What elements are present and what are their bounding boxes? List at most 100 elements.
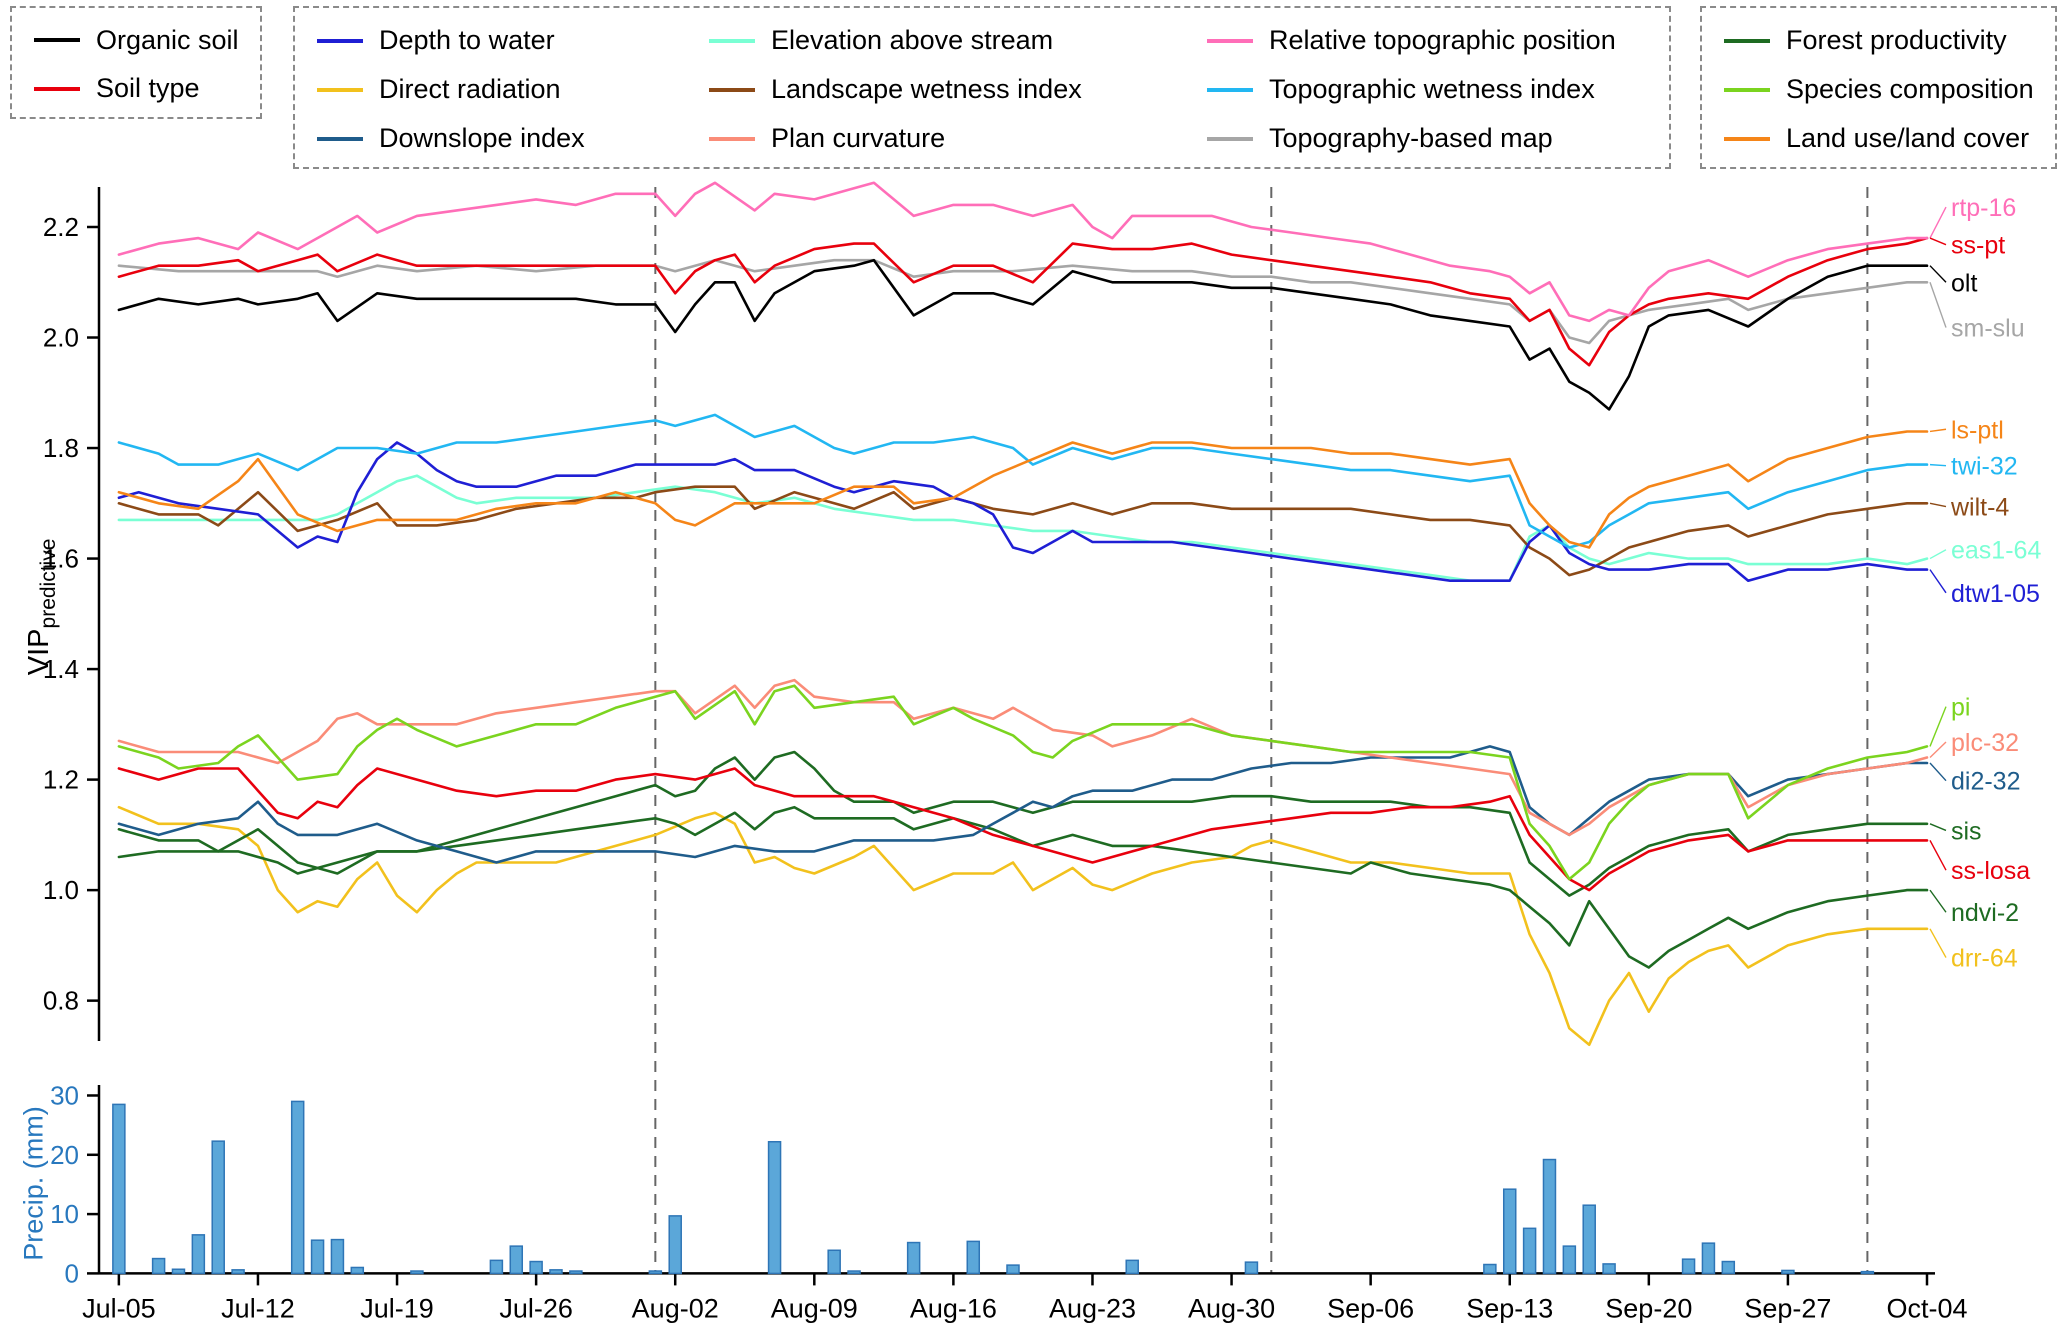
legend-label: Downslope index bbox=[379, 123, 585, 153]
legend-group-vegetation-landuse: Forest productivity Species composition La… bbox=[1700, 6, 2057, 169]
series-end-label-drr-64: drr-64 bbox=[1951, 945, 2018, 973]
legend-item-topographic-wetness-index: Topographic wetness index bbox=[1207, 65, 1662, 114]
precip-bar bbox=[509, 1245, 524, 1275]
series-label-connector-dtw1-05 bbox=[1929, 569, 1947, 594]
series-label-connector-twi-32 bbox=[1929, 463, 1947, 467]
legend-line-swatch bbox=[1207, 38, 1253, 43]
series-line-twi-32 bbox=[117, 413, 1929, 549]
legend-line-swatch bbox=[1724, 136, 1770, 141]
series-line-dtw1-05 bbox=[117, 441, 1929, 583]
series-line-ss-losa bbox=[117, 767, 1929, 892]
series-end-label-ndvi-2: ndvi-2 bbox=[1951, 899, 2019, 927]
main-y-tick-label: 1.6 bbox=[43, 544, 79, 574]
series-end-label-wilt-4: wilt-4 bbox=[1950, 494, 2009, 522]
legend-item-soil-type: Soil type bbox=[34, 65, 239, 114]
legend-label: Forest productivity bbox=[1786, 25, 2007, 55]
legend-line-swatch bbox=[1724, 87, 1770, 92]
precip-bar bbox=[1781, 1269, 1795, 1275]
precip-bar bbox=[151, 1257, 166, 1275]
legend-column: Elevation above stream Landscape wetness … bbox=[709, 16, 1207, 163]
precip-bar bbox=[112, 1103, 126, 1275]
series-label-connector-wilt-4 bbox=[1929, 502, 1947, 508]
series-end-label-eas1-64: eas1-64 bbox=[1951, 537, 2041, 565]
series-end-label-rtp-16: rtp-16 bbox=[1951, 194, 2016, 222]
x-tick-label: Jul-26 bbox=[499, 1293, 573, 1323]
x-tick-label: Aug-16 bbox=[910, 1293, 997, 1323]
legend-label: Direct radiation bbox=[379, 74, 561, 104]
legend-line-swatch bbox=[317, 38, 363, 43]
series-line-drr-64 bbox=[117, 805, 1929, 1047]
series-end-label-di2-32: di2-32 bbox=[1951, 768, 2021, 796]
legend-item-elevation-above-stream: Elevation above stream bbox=[709, 16, 1207, 65]
precip-bar bbox=[1721, 1260, 1736, 1275]
legend-item-plan-curvature: Plan curvature bbox=[709, 114, 1207, 163]
legend-line-swatch bbox=[34, 38, 80, 43]
legend-line-swatch bbox=[317, 87, 363, 92]
series-end-label-ss-pt: ss-pt bbox=[1951, 232, 2005, 260]
series-label-connector-ndvi-2 bbox=[1929, 889, 1947, 913]
legend-label: Species composition bbox=[1786, 74, 2034, 104]
series-label-connector-plc-32 bbox=[1929, 741, 1947, 758]
precip-bar bbox=[648, 1270, 663, 1275]
series-end-label-twi-32: twi-32 bbox=[1951, 453, 2018, 481]
precip-bar bbox=[211, 1140, 225, 1275]
legend-label: Elevation above stream bbox=[771, 25, 1054, 55]
series-line-eas1-64 bbox=[117, 474, 1929, 583]
legend-label: Soil type bbox=[96, 73, 200, 104]
precip-bar bbox=[310, 1239, 325, 1275]
legend-label: Relative topographic position bbox=[1269, 25, 1616, 55]
legend-line-swatch bbox=[709, 136, 755, 141]
main-y-axis-label: VIPpredictive bbox=[23, 437, 61, 777]
series-label-connector-olt bbox=[1929, 265, 1947, 283]
legend-line-swatch bbox=[1724, 38, 1770, 43]
main-y-tick-label: 1.0 bbox=[43, 875, 79, 905]
precip-bar bbox=[1483, 1263, 1497, 1275]
main-y-tick-label: 1.2 bbox=[43, 765, 79, 795]
legend-item-landscape-wetness-index: Landscape wetness index bbox=[709, 65, 1207, 114]
x-tick-label: Sep-13 bbox=[1466, 1293, 1553, 1323]
legend-item-organic-soil: Organic soil bbox=[34, 16, 239, 65]
legend-column: Organic soil Soil type bbox=[34, 16, 239, 113]
legend-label: Depth to water bbox=[379, 25, 555, 55]
series-end-label-ls-ptl: ls-ptl bbox=[1951, 416, 2004, 444]
series-line-ss-pt bbox=[117, 236, 1929, 367]
precip-y-tick-label: 10 bbox=[50, 1199, 79, 1229]
legend-line-swatch bbox=[1207, 136, 1253, 141]
x-tick-label: Oct-04 bbox=[1886, 1293, 1967, 1323]
precip-y-tick-label: 0 bbox=[65, 1258, 79, 1288]
series-line-pi bbox=[117, 684, 1929, 881]
precip-bar bbox=[767, 1140, 782, 1275]
legend-label: Organic soil bbox=[96, 24, 239, 55]
x-tick-label: Aug-23 bbox=[1049, 1293, 1136, 1323]
x-tick-label: Jul-05 bbox=[82, 1293, 156, 1323]
series-label-connector-sis bbox=[1929, 823, 1947, 832]
x-tick-label: Jul-19 bbox=[360, 1293, 434, 1323]
precip-y-tick-label: 30 bbox=[50, 1080, 79, 1110]
series-line-plc-32 bbox=[117, 678, 1929, 837]
series-label-connector-eas1-64 bbox=[1929, 549, 1947, 560]
legend-label: Land use/land cover bbox=[1786, 123, 2030, 153]
precip-bar bbox=[231, 1269, 245, 1275]
precip-bar bbox=[1125, 1259, 1139, 1275]
legend-line-swatch bbox=[34, 86, 80, 91]
x-tick-label: Aug-30 bbox=[1188, 1293, 1275, 1323]
x-tick-label: Sep-27 bbox=[1744, 1293, 1831, 1323]
series-label-connector-pi bbox=[1929, 706, 1947, 747]
series-line-wilt-4 bbox=[117, 485, 1929, 577]
precip-bar bbox=[1602, 1263, 1616, 1275]
legend-item-species-composition: Species composition bbox=[1724, 65, 2034, 114]
series-line-rtp-16 bbox=[117, 181, 1929, 323]
legend-label: Landscape wetness index bbox=[771, 74, 1082, 104]
series-line-sm-slu bbox=[117, 258, 1929, 345]
series-line-di2-32 bbox=[117, 745, 1929, 864]
precip-bar bbox=[529, 1260, 543, 1275]
series-label-connector-rtp-16 bbox=[1929, 206, 1947, 239]
legend-label: Topography-based map bbox=[1269, 123, 1553, 153]
series-line-ndvi-2 bbox=[117, 805, 1929, 969]
main-y-tick-label: 1.8 bbox=[43, 433, 79, 463]
x-tick-label: Aug-09 bbox=[771, 1293, 858, 1323]
legend-column: Depth to water Direct radiation Downslope … bbox=[317, 16, 709, 163]
precip-bar bbox=[350, 1266, 365, 1275]
